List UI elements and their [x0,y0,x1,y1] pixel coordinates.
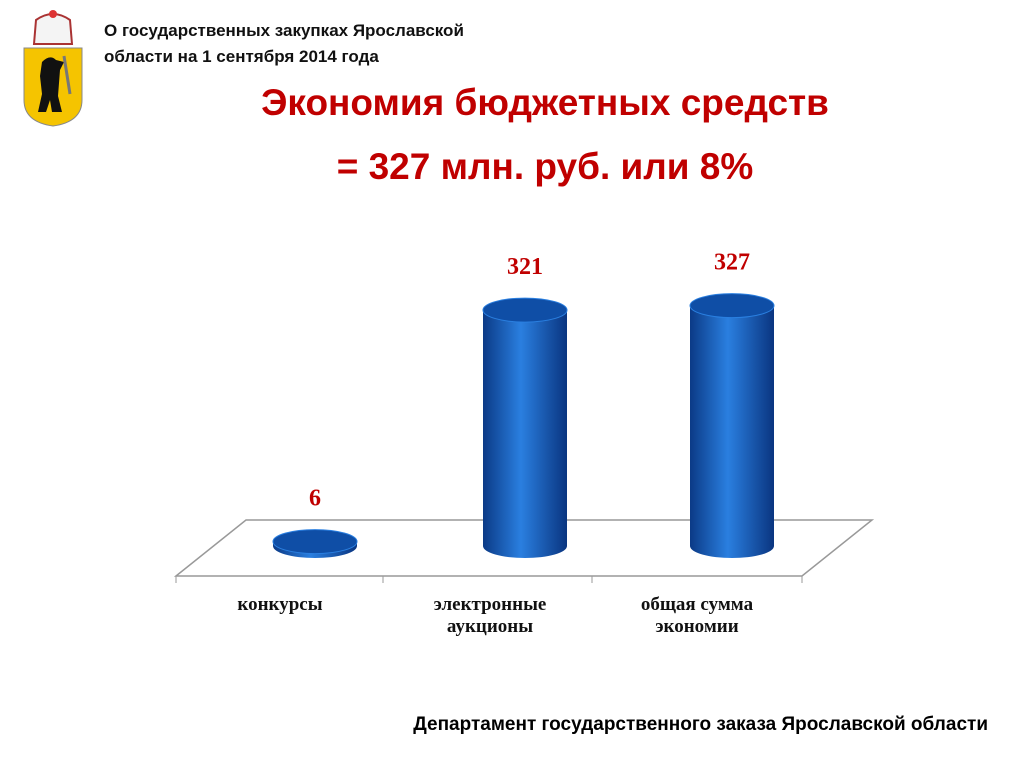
x-tick-label: общая сумма экономии [640,594,754,637]
bar-top [272,529,358,555]
bar [690,305,774,558]
x-tick-label: конкурсы [237,594,323,615]
header: О государственных закупках Ярославской о… [104,21,464,66]
bar [273,541,357,558]
chart-subtitle: = 327 млн. руб. или 8% [336,146,754,187]
bar-top [482,297,568,323]
value-label: 327 [714,250,750,276]
chart-title: Экономия бюджетных средств [261,82,829,123]
bar-top [689,293,775,319]
bar [483,310,567,558]
value-label: 6 [309,486,321,512]
footer: Департамент государственного заказа Ярос… [413,714,988,735]
value-label: 321 [507,254,543,280]
x-tick-label: электронные аукционы [433,594,547,637]
coat-of-arms [23,10,83,127]
